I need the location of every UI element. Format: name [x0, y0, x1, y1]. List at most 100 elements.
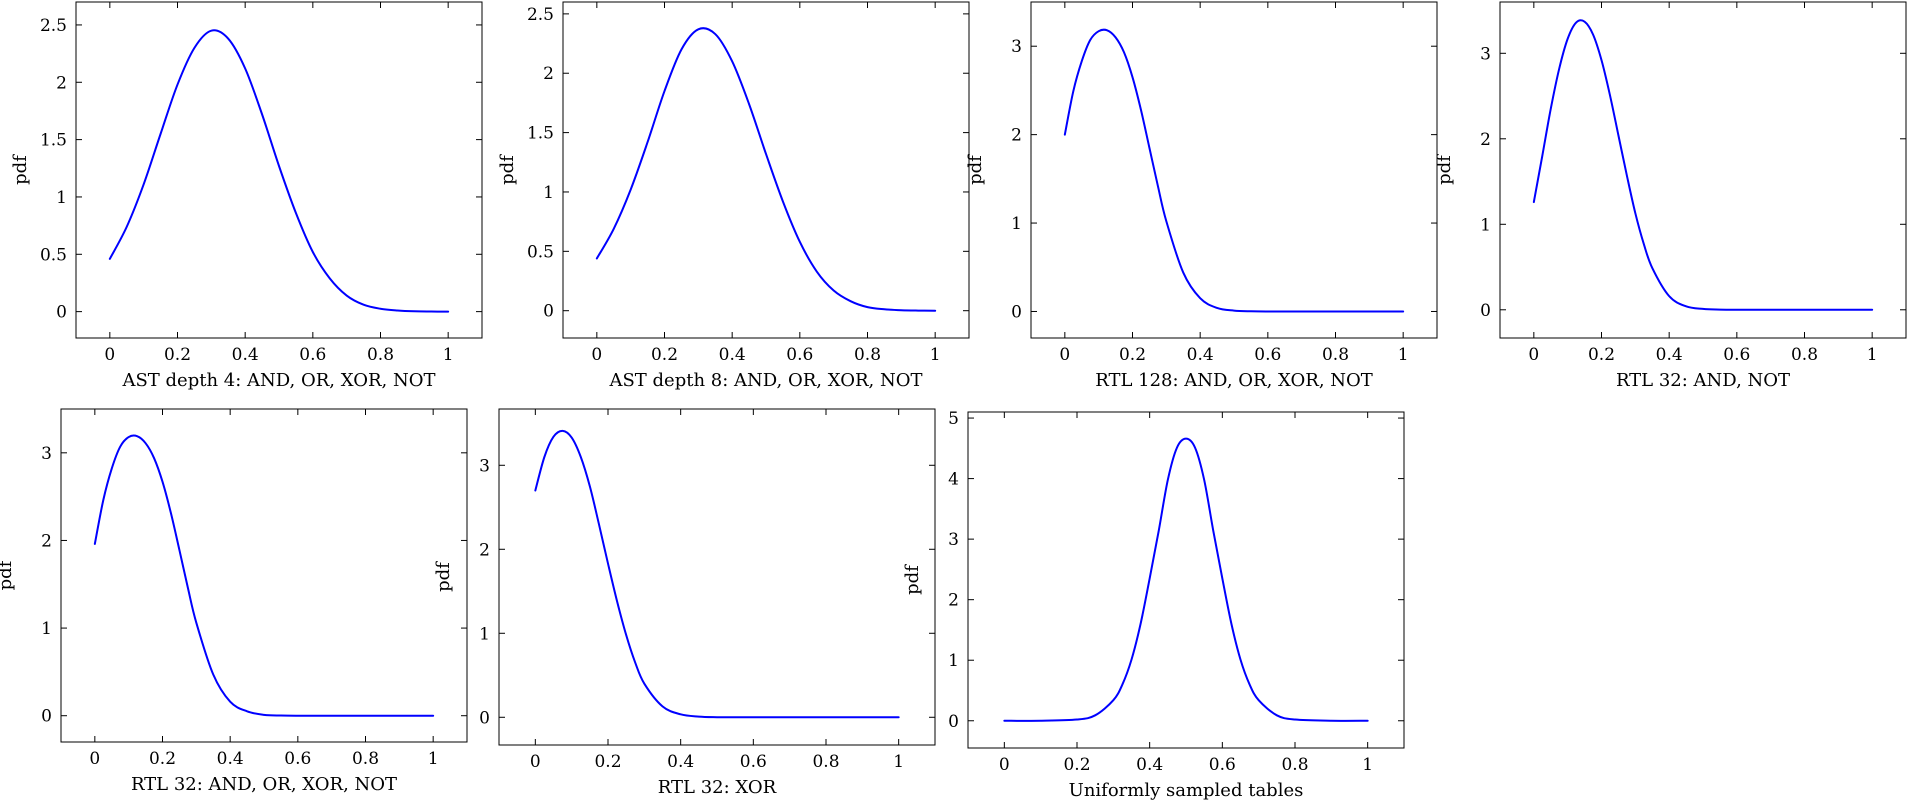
y-tick-label: 0	[948, 712, 959, 732]
y-tick-label: 2	[56, 73, 67, 93]
y-tick-label: 4	[948, 470, 959, 490]
x-tick-label: 0.6	[1209, 755, 1236, 775]
x-tick-label: 1	[1362, 755, 1373, 775]
x-tick-label: 0.8	[1791, 345, 1818, 365]
x-tick-label: 0.4	[1136, 755, 1163, 775]
x-tick-label: 0.4	[1656, 345, 1683, 365]
y-tick-label: 0	[1480, 301, 1491, 321]
x-tick-label: 0	[530, 752, 541, 772]
chart-panel-1: 0 0.2 0.4 0.6 0.8 1 0 0.5 1 1.5 2 2.5 AST depth 4: A…	[10, 1, 483, 391]
pdf-curve-1	[595, 27, 937, 312]
y-tick-label: 0	[543, 302, 554, 322]
pdf-curve-1	[1532, 19, 1874, 311]
x-tick-label: 0	[1059, 345, 1070, 365]
chart-panel-4: 0 0.2 0.4 0.6 0.8 1 0 1 2 3 RTL 32: AND, NOT pdf	[1434, 1, 1907, 391]
y-axis-label: pdf	[497, 154, 518, 185]
x-tick-label: 0.8	[1322, 345, 1349, 365]
x-tick-label: 0.8	[812, 752, 839, 772]
y-tick-label: 5	[948, 409, 959, 429]
x-tick-label: 1	[1867, 345, 1878, 365]
x-tick-label: 0	[104, 345, 115, 365]
pdf-curve-1	[1003, 437, 1369, 722]
x-axis-label: RTL 32: XOR	[658, 777, 777, 798]
pdf-curve-1	[93, 434, 435, 717]
x-tick-label: 0.4	[1187, 345, 1214, 365]
x-tick-label: 1	[428, 749, 439, 769]
x-tick-label: 0.8	[854, 345, 881, 365]
y-tick-label: 2	[1011, 126, 1022, 146]
pdf-curve-1	[534, 429, 900, 719]
x-tick-label: 0	[591, 345, 602, 365]
x-tick-label: 0.6	[1723, 345, 1750, 365]
x-tick-label: 1	[1398, 345, 1409, 365]
x-tick-label: 0	[999, 755, 1010, 775]
pdf-curve-1	[1063, 28, 1405, 313]
x-tick-label: 0.4	[217, 749, 244, 769]
y-axis-label: pdf	[1434, 154, 1455, 185]
y-tick-label: 0.5	[40, 245, 67, 265]
y-tick-label: 1.5	[527, 124, 554, 144]
x-tick-label: 0.6	[299, 345, 326, 365]
plot-frame	[1030, 1, 1438, 339]
y-tick-label: 1.5	[40, 131, 67, 151]
y-tick-label: 3	[41, 444, 52, 464]
y-tick-label: 2	[1480, 130, 1491, 150]
x-tick-label: 0.2	[1588, 345, 1615, 365]
plot-frame	[60, 408, 468, 743]
x-tick-label: 0.8	[352, 749, 379, 769]
x-tick-label: 0.8	[1281, 755, 1308, 775]
x-tick-label: 0	[89, 749, 100, 769]
chart-panel-7: 0 0.2 0.4 0.6 0.8 1 0 1 2 3 4 5 Uniformly sampled ta…	[902, 409, 1405, 801]
x-tick-label: 0.6	[284, 749, 311, 769]
y-tick-label: 0	[479, 708, 490, 728]
x-tick-label: 0.2	[1119, 345, 1146, 365]
x-tick-label: 0.6	[740, 752, 767, 772]
plot-frame	[498, 408, 936, 746]
x-tick-label: 0.2	[1063, 755, 1090, 775]
y-tick-label: 0	[56, 303, 67, 323]
plot-frame	[967, 411, 1405, 749]
y-tick-label: 1	[1011, 214, 1022, 234]
y-axis-label: pdf	[902, 564, 923, 595]
x-tick-label: 0.4	[232, 345, 259, 365]
x-tick-label: 0.2	[149, 749, 176, 769]
y-tick-label: 0.5	[527, 242, 554, 262]
y-tick-label: 2	[543, 64, 554, 84]
y-tick-label: 0	[1011, 302, 1022, 322]
x-tick-label: 0.8	[367, 345, 394, 365]
x-axis-label: Uniformly sampled tables	[1069, 780, 1304, 801]
x-axis-label: AST depth 4: AND, OR, XOR, NOT	[121, 370, 435, 391]
pdf-curve-1	[108, 29, 450, 313]
chart-panel-5: 0 0.2 0.4 0.6 0.8 1 0 1 2 3 RTL 32: AND, OR, XOR, …	[0, 408, 468, 795]
y-tick-label: 1	[56, 188, 67, 208]
x-tick-label: 0.6	[1254, 345, 1281, 365]
x-tick-label: 0	[1528, 345, 1539, 365]
x-axis-label: AST depth 8: AND, OR, XOR, NOT	[608, 370, 922, 391]
plot-frame	[75, 1, 483, 339]
x-tick-label: 0.2	[651, 345, 678, 365]
y-tick-label: 1	[543, 183, 554, 203]
y-axis-label: pdf	[433, 561, 454, 592]
chart-panel-6: 0 0.2 0.4 0.6 0.8 1 0 1 2 3 RTL 32: XOR pdf	[433, 408, 936, 798]
y-tick-label: 1	[948, 651, 959, 671]
x-tick-label: 0.4	[667, 752, 694, 772]
x-tick-label: 0.6	[786, 345, 813, 365]
x-tick-label: 0.4	[719, 345, 746, 365]
chart-panel-3: 0 0.2 0.4 0.6 0.8 1 0 1 2 3 RTL 128: AND, OR, XOR,…	[965, 1, 1438, 391]
y-tick-label: 2	[948, 591, 959, 611]
chart-panel-2: 0 0.2 0.4 0.6 0.8 1 0 0.5 1 1.5 2 2.5 AST depth 8: A…	[497, 1, 970, 391]
y-axis-label: pdf	[0, 559, 16, 590]
y-axis-label: pdf	[965, 154, 986, 185]
x-tick-label: 0.2	[594, 752, 621, 772]
x-tick-label: 0.2	[164, 345, 191, 365]
plot-frame	[1499, 1, 1907, 339]
y-tick-label: 1	[41, 619, 52, 639]
y-tick-label: 1	[479, 624, 490, 644]
y-tick-label: 2	[41, 531, 52, 551]
y-tick-label: 0	[41, 707, 52, 727]
y-tick-label: 2.5	[527, 5, 554, 25]
x-tick-label: 1	[930, 345, 941, 365]
y-tick-label: 1	[1480, 215, 1491, 235]
plot-frame	[562, 1, 970, 339]
